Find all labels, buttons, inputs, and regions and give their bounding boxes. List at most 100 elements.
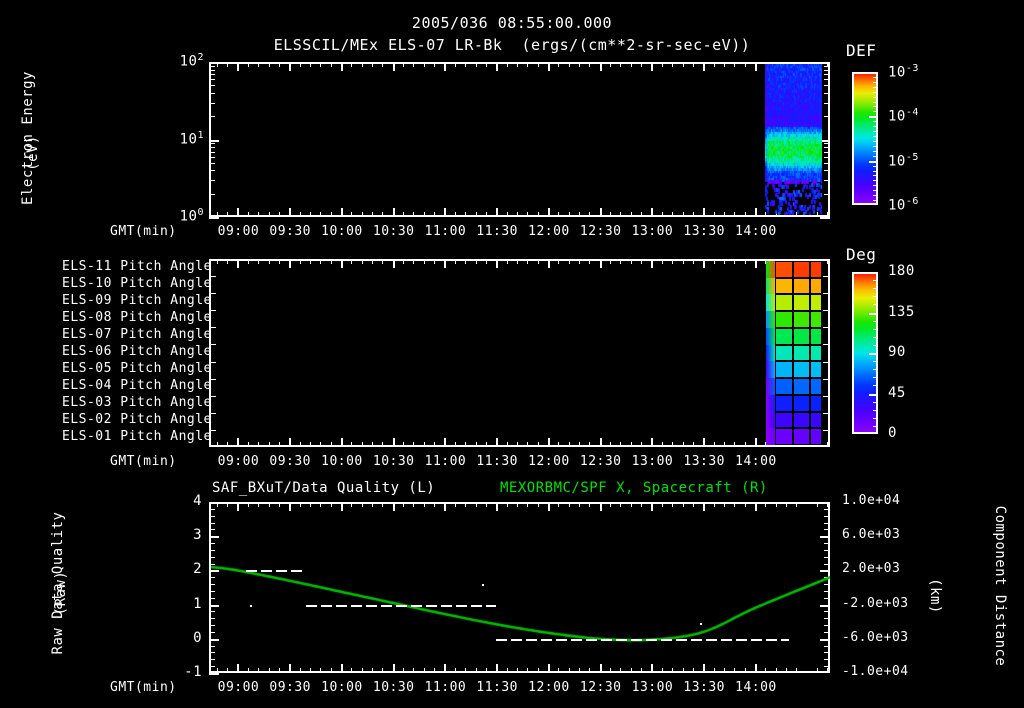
- panel2-xtick-label-4: 11:00: [424, 454, 467, 469]
- panel1-xtick-minor: [682, 62, 684, 67]
- panel2-xtick-label-2: 10:00: [321, 454, 363, 469]
- panel1-xtick-minor: [330, 62, 332, 67]
- panel2-xtick-minor: [661, 259, 663, 264]
- pitch-angle-cell: [766, 361, 775, 379]
- panel2-xtick-minor-bot: [309, 442, 311, 447]
- panel2-xtick-minor: [537, 259, 539, 264]
- panel1-xtick-minor: [537, 62, 539, 67]
- panel2-xtick-minor-bot: [506, 442, 508, 447]
- panel2-xtick-minor: [827, 259, 829, 264]
- panel1-xtick-minor-bot: [713, 212, 715, 217]
- panel3-xtick-label-4: 11:00: [424, 680, 467, 695]
- panel1-xtick-minor-bot: [216, 212, 218, 217]
- panel1-xtick-major: [444, 62, 447, 71]
- panel1-ytick-minor-right: [824, 85, 830, 87]
- panel2-xtick-major-bot: [599, 438, 602, 447]
- panel3-xtick-label-5: 11:30: [476, 680, 519, 695]
- panel1-xtick-major-bot: [289, 208, 292, 217]
- panel2-xtick-minor-bot: [299, 442, 301, 447]
- panel1-xtick-major: [703, 62, 706, 71]
- panel2-xtick-minor-bot: [475, 442, 477, 447]
- panel1-ytick-minor: [209, 162, 215, 164]
- pitch-angle-cell: [810, 411, 822, 429]
- panel1-xtick-major-bot: [237, 208, 240, 217]
- panel2-xtick-minor: [361, 259, 363, 264]
- panel2-row-label-10: ELS-01 Pitch Angle: [62, 429, 212, 445]
- panel2-row-label-7: ELS-04 Pitch Angle: [62, 378, 212, 394]
- pitch-angle-cell: [793, 378, 810, 395]
- panel1-xtick-label-6: 12:00: [528, 224, 570, 239]
- panel3-ytick-right-4: -6.0e+03: [842, 629, 909, 645]
- panel2-ytick: [209, 395, 216, 397]
- panel1-xtick-minor: [744, 62, 746, 67]
- deg-colorbar-tick-minor: [873, 288, 878, 290]
- panel2-ytick-right: [823, 293, 830, 295]
- panel1-xtick-minor: [454, 62, 456, 67]
- panel3-ytick-left-2: 2: [193, 561, 202, 578]
- pitch-angle-cell: [810, 327, 822, 345]
- panel2-xtick-minor-bot: [537, 442, 539, 447]
- panel1-xtick-minor: [610, 62, 612, 67]
- panel2-xtick-minor-bot: [579, 442, 580, 447]
- pitch-angle-cell: [775, 327, 793, 345]
- panel2-xtick-label-6: 12:00: [528, 454, 570, 469]
- panel1-xtick-minor-bot: [299, 212, 301, 217]
- panel2-xtick-minor-bot: [465, 442, 467, 447]
- deg-colorbar-tick-minor: [873, 320, 878, 322]
- panel2-xtick-minor-bot: [765, 442, 767, 447]
- panel2-xtick-minor: [299, 259, 301, 264]
- def-colorbar-tick-minor: [873, 145, 878, 147]
- panel2-ytick-right: [823, 429, 830, 431]
- pitch-angle-cell: [766, 261, 775, 278]
- pitch-angle-cell: [810, 394, 822, 412]
- panel1-xtick-minor-bot: [537, 212, 539, 217]
- panel3-xtick-label-0: 09:00: [217, 680, 260, 695]
- panel1-xtick-minor-bot: [589, 212, 591, 217]
- panel3-xtick-label-8: 13:00: [631, 680, 674, 695]
- panel2-xtick-major: [340, 259, 343, 268]
- panel1-xtick-label-8: 13:00: [631, 224, 674, 239]
- panel1-xtick-minor-bot: [744, 212, 746, 217]
- panel1-xtick-minor: [713, 62, 715, 67]
- panel2-xtick-label-8: 13:00: [631, 454, 674, 469]
- def-colorbar-tick-3: 10-6: [888, 196, 919, 214]
- panel1-ytick-minor: [209, 79, 215, 81]
- panel1-ytick-major-right: [820, 217, 830, 219]
- panel2-xtick-minor-bot: [827, 442, 829, 447]
- panel2-row-label-8: ELS-03 Pitch Angle: [62, 395, 212, 411]
- panel1-xtick-minor: [568, 62, 570, 67]
- panel1-xtick-minor: [361, 62, 363, 67]
- panel2-xtick-major-bot: [703, 438, 706, 447]
- def-colorbar-tick-minor: [873, 170, 878, 172]
- panel2-xtick-major: [392, 259, 395, 268]
- panel2-xtick-label-10: 14:00: [735, 454, 777, 469]
- panel2-xtick-minor: [258, 259, 260, 264]
- panel2-row-label-4: ELS-07 Pitch Angle: [62, 326, 212, 342]
- panel1-xtick-minor-bot: [413, 212, 415, 217]
- deg-colorbar-tick-minor: [873, 344, 878, 346]
- panel2-ytick-right: [823, 276, 830, 278]
- deg-colorbar-tick-minor: [873, 328, 878, 330]
- panel2-xtick-minor: [672, 259, 674, 264]
- panel1-ytick-minor-right: [824, 69, 830, 71]
- panel2-xtick-minor: [630, 259, 632, 264]
- panel2-xtick-minor: [330, 259, 332, 264]
- panel1-xtick-minor-bot: [661, 212, 663, 217]
- panel1-xtick-minor: [247, 62, 249, 67]
- panel3-xtick-label-2: 10:00: [321, 680, 363, 695]
- panel1-xtick-minor-bot: [309, 212, 311, 217]
- panel3-title-left: SAF_BXuT/Data Quality (L): [212, 480, 436, 496]
- panel1-xtick-minor: [672, 62, 674, 67]
- panel2-xtick-minor-bot: [620, 442, 622, 447]
- panel2-ytick: [209, 276, 216, 278]
- panel2-xtick-minor-bot: [434, 442, 436, 447]
- panel1-ytick-minor-right: [824, 79, 830, 81]
- panel1-ylabel-units: (eV): [25, 135, 41, 171]
- panel2-ytick: [209, 412, 216, 414]
- def-colorbar-tick-minor: [873, 76, 878, 78]
- panel2-ytick: [209, 429, 216, 431]
- panel2-xtick-minor-bot: [641, 442, 643, 447]
- deg-colorbar-tick-minor: [873, 409, 878, 411]
- panel2-xtick-minor: [765, 259, 767, 264]
